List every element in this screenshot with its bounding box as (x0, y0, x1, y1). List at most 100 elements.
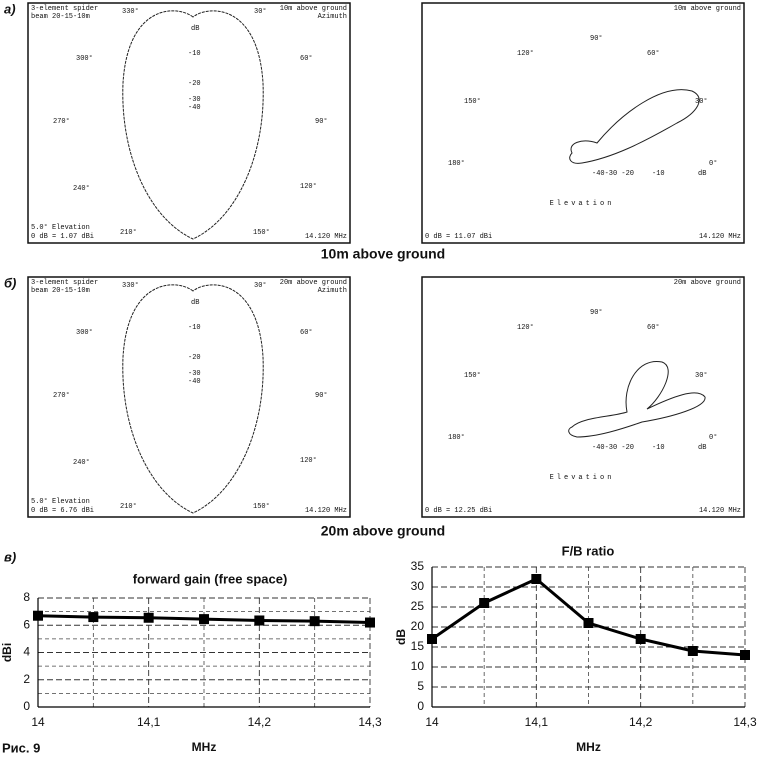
angle-label: 150° (464, 97, 481, 106)
panel-header: 3-element spider (31, 5, 98, 13)
angle-label: 60° (300, 54, 313, 63)
y-tick-label: 5 (417, 679, 424, 693)
scale-label: -10 (652, 444, 665, 452)
panel-footer: 0 dB = 1.07 dBi (31, 233, 94, 241)
panel-header: 10m above ground (674, 5, 741, 13)
angle-label: 150° (253, 228, 270, 237)
angle-label: 150° (464, 371, 481, 380)
chart-title: F/B ratio (562, 543, 615, 558)
panel-header: 10m above ground (280, 5, 347, 13)
y-tick-label: 4 (23, 645, 30, 659)
label-b: б) (4, 275, 16, 290)
pattern-curve (122, 10, 264, 240)
panel-footer: 5.0° Elevation (31, 223, 90, 232)
scale-label: dB (191, 25, 199, 33)
y-axis-label: dB (394, 629, 408, 645)
x-tick-label: 14,3 (733, 715, 757, 729)
x-axis-label: MHz (576, 740, 601, 754)
angle-label: 270° (53, 117, 70, 126)
x-tick-label: 14,1 (137, 715, 161, 729)
angle-label: 180° (448, 159, 465, 168)
data-point (199, 614, 209, 625)
x-tick-label: 14,2 (248, 715, 272, 729)
panel-footer: 0 dB = 12.25 dBi (425, 507, 492, 515)
panel-footer: 14.120 MHz (699, 233, 741, 241)
data-point (583, 618, 594, 628)
y-tick-label: 15 (411, 639, 425, 653)
panel-footer: 14.120 MHz (305, 233, 347, 241)
angle-label: 210° (120, 502, 137, 511)
panel-border (27, 276, 351, 518)
scale-label: -20 (188, 354, 201, 362)
y-tick-label: 25 (411, 599, 425, 613)
angle-label: 0° (709, 159, 717, 168)
scale-label: -30 (188, 370, 201, 378)
angle-label: 300° (76, 328, 93, 337)
data-point (88, 612, 99, 623)
angle-label: 90° (315, 117, 328, 126)
angle-label: 30° (254, 7, 267, 16)
data-point (365, 617, 375, 628)
scale-label: -20 (188, 80, 201, 88)
charts: forward gain (free space) MHz dBi 0 2 4 6 8 14 14… (0, 543, 757, 754)
x-tick-label: 14,2 (629, 715, 653, 729)
data-point (479, 598, 490, 608)
panel-header: 20m above ground (674, 279, 741, 287)
pattern-panel: 20m above ground 0 dB = 12.25 dBi 14.120 M… (421, 276, 745, 518)
pattern-curve (122, 284, 264, 514)
panel-caption: Elevation (550, 474, 615, 482)
angle-label: 30° (254, 281, 267, 290)
y-tick-label: 0 (417, 699, 424, 713)
angle-label: 30° (695, 371, 708, 380)
scale-label: dB (698, 170, 706, 178)
panel-footer: 5.0° Elevation (31, 497, 90, 506)
angle-label: 90° (590, 308, 603, 317)
angle-label: 30° (695, 97, 708, 106)
pattern-panel: 10m above ground 0 dB = 11.07 dBi 14.120 M… (421, 2, 745, 244)
angle-label: 0° (709, 433, 717, 442)
y-tick-label: 20 (411, 619, 425, 633)
angle-label: 60° (300, 328, 313, 337)
data-point (740, 650, 750, 660)
chart-title: forward gain (free space) (133, 571, 288, 586)
angle-label: 330° (122, 7, 139, 16)
caption: 20m above ground (321, 523, 445, 539)
angle-label: 150° (253, 502, 270, 511)
panel-border (421, 2, 745, 244)
x-tick-label: 14,1 (525, 715, 549, 729)
panel-header: beam 20-15-10m (31, 13, 90, 21)
data-point (254, 615, 265, 626)
angle-label: 240° (73, 184, 90, 193)
x-tick-label: 14 (425, 715, 439, 729)
data-point (143, 612, 154, 623)
angle-label: 60° (647, 49, 660, 58)
panel-footer: 0 dB = 6.76 dBi (31, 507, 94, 515)
scale-label: dB (698, 444, 706, 452)
data-point (309, 616, 320, 627)
data-point (531, 574, 542, 584)
panel-footer: 0 dB = 11.07 dBi (425, 233, 492, 241)
pattern-curve (569, 89, 700, 164)
angle-label: 300° (76, 54, 93, 63)
panel-footer: 14.120 MHz (305, 507, 347, 515)
panel-footer: 14.120 MHz (699, 507, 741, 515)
angle-label: 90° (315, 391, 328, 400)
data-point (427, 634, 437, 644)
panel-header: Azimuth (318, 287, 347, 295)
scale-label: -40 (188, 378, 201, 386)
y-tick-label: 35 (411, 559, 425, 573)
caption: 10m above ground (321, 246, 445, 262)
y-tick-label: 0 (23, 699, 30, 713)
y-tick-label: 2 (23, 672, 30, 686)
label-c: в) (4, 549, 16, 564)
scale-label: -30 (188, 96, 201, 104)
scale-label: -10 (188, 324, 201, 332)
y-axis-label: dBi (0, 643, 14, 662)
x-axis-label: MHz (192, 740, 217, 754)
label-a: а) (4, 1, 16, 16)
scale-label: -10 (652, 170, 665, 178)
x-tick-label: 14 (31, 715, 45, 729)
data-point (635, 634, 646, 644)
